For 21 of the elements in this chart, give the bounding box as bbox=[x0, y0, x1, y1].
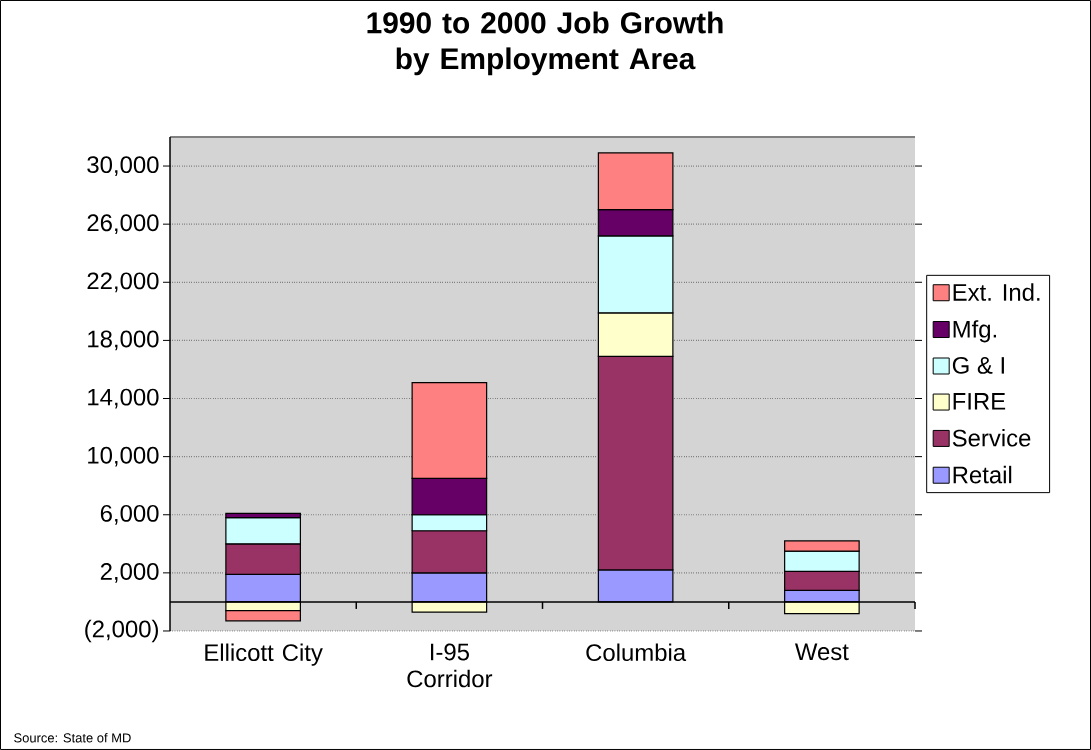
y-tick-label: 22,000 bbox=[87, 272, 159, 293]
y-tick-label: 6,000 bbox=[100, 504, 159, 525]
y-tick-label: (2,000) bbox=[85, 619, 158, 643]
source-note: Source: State of MD bbox=[14, 732, 131, 743]
x-tick-label: I-95 Corridor bbox=[407, 643, 493, 688]
chart-title: 1990 to 2000 Job Growth by Employment Area bbox=[367, 11, 723, 76]
legend-label: G & I bbox=[952, 356, 1004, 374]
legend-label: Service bbox=[952, 429, 1031, 447]
x-tick-label: Ellicott City bbox=[205, 643, 323, 666]
x-tick-label: West bbox=[794, 643, 849, 661]
x-tick-label: Columbia bbox=[586, 643, 687, 662]
y-tick-label: 2,000 bbox=[100, 563, 159, 583]
y-tick-label: 26,000 bbox=[87, 214, 159, 235]
y-tick-label: 18,000 bbox=[88, 330, 159, 351]
legend-label: Ext. Ind. bbox=[953, 283, 1040, 301]
y-tick-label: 14,000 bbox=[88, 388, 159, 409]
legend-label: Mfg. bbox=[953, 320, 996, 343]
y-tick-label: 30,000 bbox=[87, 156, 159, 176]
legend-label: Retail bbox=[953, 465, 1012, 484]
legend-label: FIRE bbox=[953, 393, 1006, 410]
y-tick-label: 10,000 bbox=[88, 446, 159, 467]
